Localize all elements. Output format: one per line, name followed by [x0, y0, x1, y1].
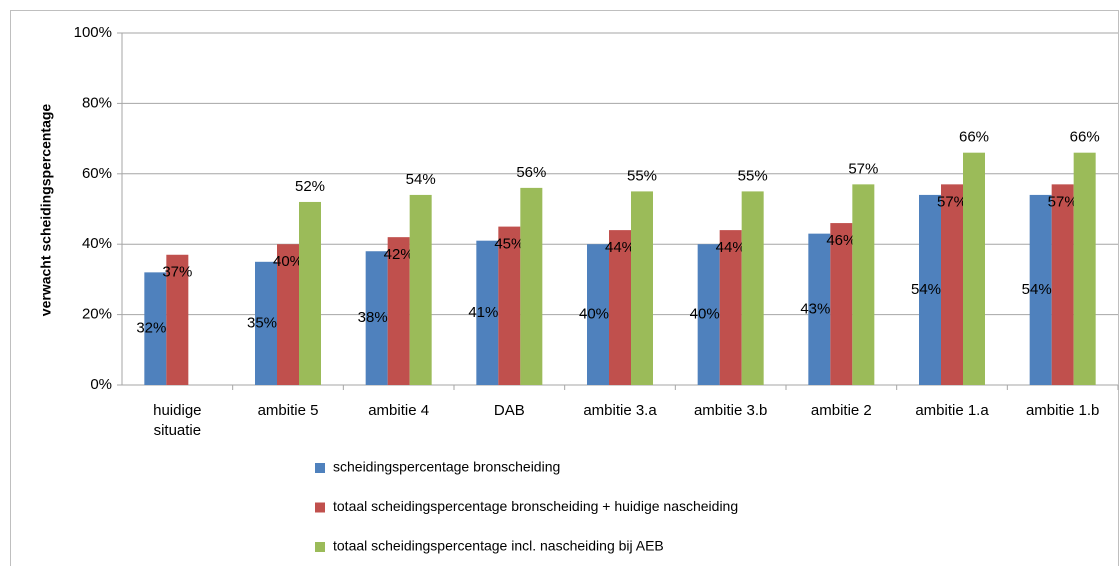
data-label: 37% [162, 264, 192, 281]
x-tick-label: ambitie 1.a [915, 402, 989, 419]
x-tick-label: ambitie 3.b [694, 402, 767, 419]
bar [476, 240, 499, 385]
bar [830, 223, 853, 385]
bar [299, 201, 321, 385]
data-label: 40% [690, 306, 720, 323]
bar [697, 244, 720, 385]
legend-label: totaal scheidingspercentage bronscheidin… [333, 498, 738, 514]
x-tick-label: ambitie 1.b [1026, 402, 1099, 419]
bar [741, 191, 764, 385]
y-tick-label: 40% [82, 235, 112, 252]
data-label: 54% [911, 281, 941, 298]
data-label: 41% [468, 304, 498, 321]
bar [409, 194, 432, 385]
bar [852, 184, 875, 385]
bar [498, 226, 521, 385]
bar [255, 261, 277, 385]
y-tick-label: 60% [82, 165, 112, 182]
bar [277, 244, 299, 385]
data-label: 35% [247, 314, 277, 331]
data-label: 45% [494, 236, 524, 253]
legend-swatch [315, 542, 325, 552]
bar [365, 251, 388, 385]
bar [919, 194, 941, 385]
data-label: 66% [959, 129, 989, 146]
data-label: 54% [406, 171, 436, 188]
x-tick-label: ambitie 2 [811, 402, 872, 419]
bar [387, 237, 410, 385]
legend-label: totaal scheidingspercentage incl. nasche… [333, 538, 664, 554]
x-tick-label: ambitie 5 [258, 402, 319, 419]
bar [609, 230, 631, 385]
data-label: 44% [605, 239, 635, 256]
data-label: 56% [516, 164, 546, 181]
x-tick-label: ambitie 4 [368, 402, 429, 419]
x-tick-label: ambitie 3.a [583, 402, 657, 419]
bar [144, 272, 167, 385]
data-label: 55% [738, 167, 768, 184]
bar [520, 187, 543, 385]
data-label: 40% [579, 306, 609, 323]
y-tick-label: 0% [90, 376, 112, 393]
bar [1051, 184, 1074, 385]
legend-label: scheidingspercentage bronscheiding [333, 459, 560, 475]
y-tick-label: 20% [82, 306, 112, 323]
data-label: 57% [937, 193, 967, 210]
data-label: 52% [295, 178, 325, 195]
data-label: 66% [1070, 129, 1100, 146]
bar [941, 184, 963, 385]
data-label: 40% [273, 253, 303, 270]
data-label: 42% [384, 246, 414, 263]
x-tick-label: huidige situatie [153, 402, 201, 439]
bar [587, 244, 609, 385]
data-label: 46% [826, 232, 856, 249]
legend-swatch [315, 463, 325, 473]
legend-swatch [315, 502, 325, 513]
bar [808, 233, 831, 385]
chart-border [10, 10, 1119, 566]
y-axis-label: verwacht scheidingspercentage [38, 104, 54, 317]
data-label: 32% [136, 320, 166, 337]
data-label: 55% [627, 167, 657, 184]
data-label: 43% [800, 300, 830, 317]
bar [1029, 194, 1052, 385]
data-label: 57% [1048, 193, 1078, 210]
bar [719, 230, 742, 385]
bar [963, 152, 985, 385]
data-label: 38% [358, 309, 388, 326]
x-tick-label: DAB [494, 402, 525, 419]
data-label: 57% [848, 160, 878, 177]
bar [631, 191, 653, 385]
bar [1073, 152, 1096, 385]
data-label: 54% [1022, 281, 1052, 298]
y-tick-label: 80% [82, 94, 112, 111]
y-tick-label: 100% [74, 24, 112, 41]
bar [166, 254, 189, 385]
data-label: 44% [716, 239, 746, 256]
